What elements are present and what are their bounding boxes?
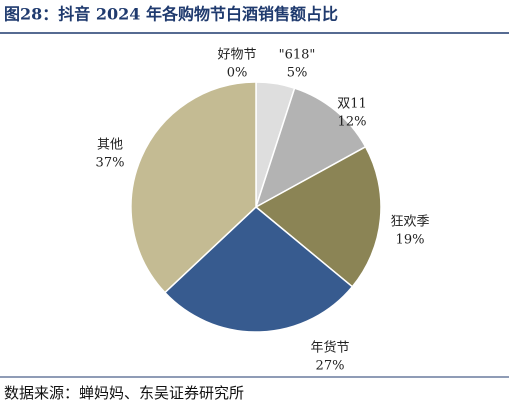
- slice-value-label: 0%: [227, 66, 248, 81]
- slice-label: 双11: [337, 97, 367, 112]
- slice-value-label: 37%: [96, 156, 125, 171]
- slice-value-label: 19%: [396, 233, 425, 248]
- pie-slice: [163, 206, 354, 333]
- slice-value-label: 5%: [287, 66, 308, 81]
- slice-label: 年货节: [310, 340, 349, 356]
- chart-title: 图28：抖音 2024 年各购物节白酒销售额占比: [4, 5, 338, 24]
- pie-slice: [254, 87, 367, 209]
- slice-label: 好物节: [217, 48, 256, 63]
- source: 数据来源：蝉妈妈、东吴证券研究所: [4, 384, 244, 402]
- slice-label: 狂欢季: [390, 215, 429, 230]
- slice-label: 其他: [97, 138, 123, 153]
- pie-slice: [254, 145, 382, 288]
- pie-slice: [130, 81, 257, 294]
- slice-value-label: 12%: [338, 115, 367, 130]
- slice-label: "618": [279, 48, 316, 63]
- slice-value-label: 27%: [316, 359, 345, 374]
